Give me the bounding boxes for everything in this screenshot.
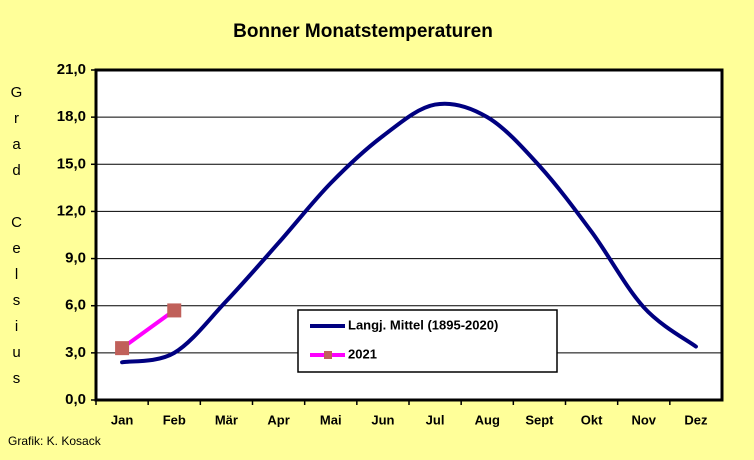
annotation: Grafik: K. Kosack [8, 434, 102, 448]
x-tick-label: Nov [631, 412, 656, 427]
x-tick-label: Aug [475, 412, 500, 427]
plot-border [94, 68, 724, 402]
x-tick-label: Jun [371, 412, 394, 427]
x-tick-label: Jul [426, 412, 445, 427]
marker [167, 303, 182, 318]
series-line [120, 101, 698, 365]
x-tick-label: Dez [684, 412, 708, 427]
x-tick-label: Sept [525, 412, 554, 427]
x-tick-label: Mär [215, 412, 238, 427]
y-tick-label: 15,0 [57, 155, 86, 172]
series-line [120, 308, 177, 351]
y-tick-label: 18,0 [57, 108, 86, 125]
marker [115, 341, 130, 356]
x-tick-label: Jan [111, 412, 133, 427]
y-tick-label: 21,0 [57, 61, 86, 78]
y-tick-label: 3,0 [65, 344, 86, 361]
x-tick-label: Mai [320, 412, 342, 427]
chart-title: Bonner Monatstemperaturen [233, 21, 493, 42]
legend-label: Langj. Mittel (1895-2020) [348, 317, 498, 332]
legend-marker [324, 351, 332, 359]
x-tick-label: Okt [581, 412, 603, 427]
x-tick-label: Feb [163, 412, 186, 427]
x-tick-label: Apr [267, 412, 289, 427]
legend-box [297, 309, 558, 373]
y-tick-label: 0,0 [65, 391, 86, 408]
y-tick-label: 9,0 [65, 250, 86, 267]
y-tick-label: 6,0 [65, 297, 86, 314]
legend-label: 2021 [348, 346, 377, 361]
y-tick-label: 12,0 [57, 202, 86, 219]
y-axis-label: Grad Celsius [8, 84, 25, 396]
